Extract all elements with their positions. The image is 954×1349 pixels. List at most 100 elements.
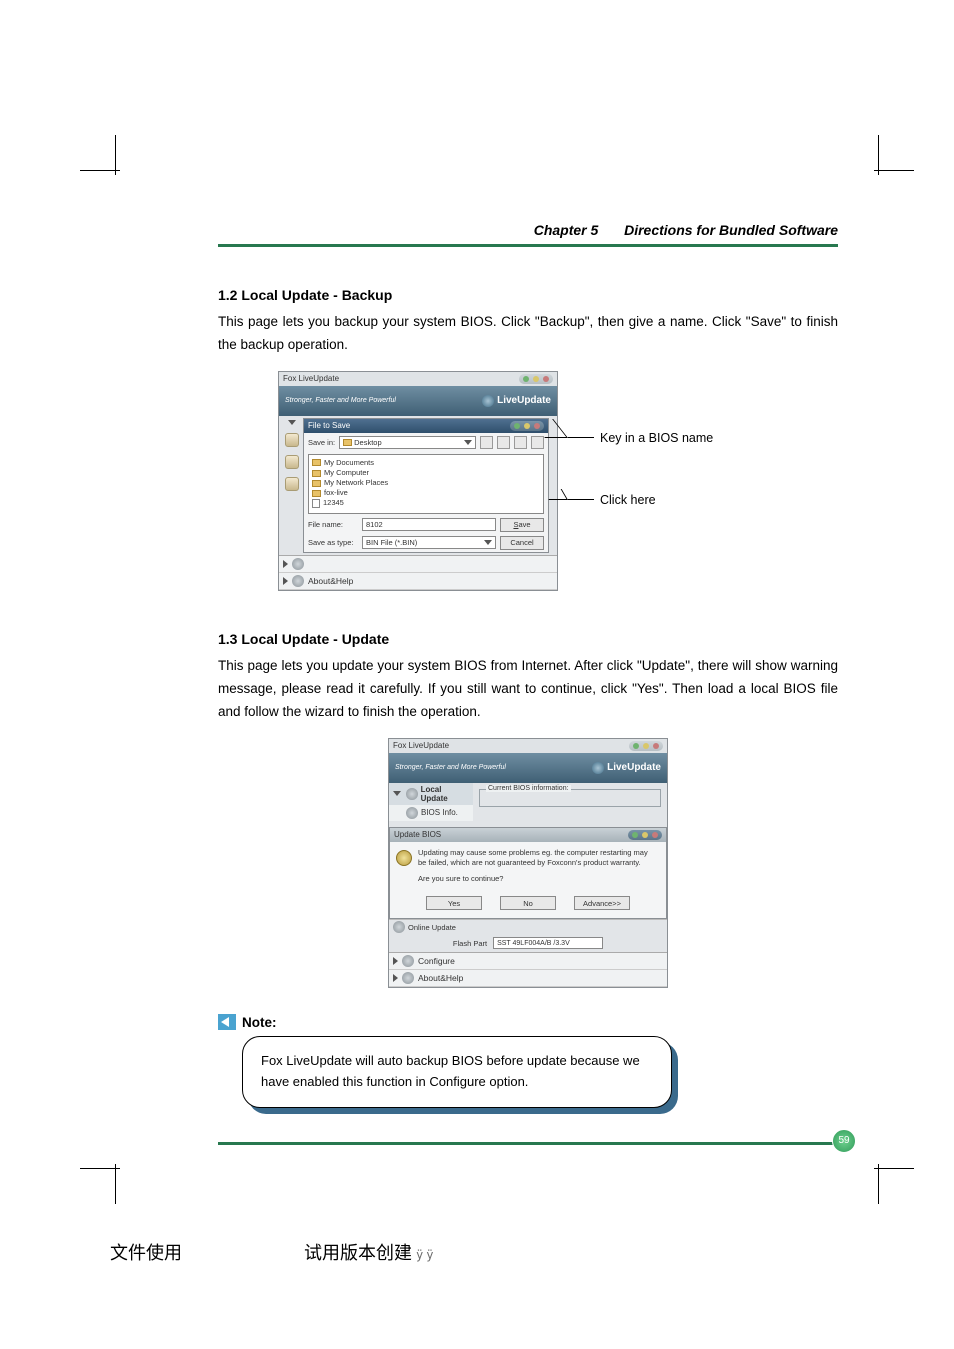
update-bios-dialog: Update BIOS Updating may cause some prob… bbox=[389, 827, 667, 919]
list-item-label: My Network Places bbox=[324, 478, 388, 488]
tab-item[interactable] bbox=[279, 556, 557, 573]
globe-icon bbox=[482, 395, 494, 407]
filetype-value: BIN File (*.BIN) bbox=[366, 538, 417, 547]
crop-mark bbox=[878, 1164, 879, 1204]
screenshot-backup: Fox LiveUpdate Stronger, Faster and More… bbox=[218, 371, 838, 591]
note-label: Note: bbox=[218, 1014, 838, 1030]
crop-mark bbox=[80, 170, 120, 171]
flash-value-field: SST 49LF004A/B /3.3V bbox=[493, 937, 603, 949]
window-title: Fox LiveUpdate bbox=[283, 374, 339, 383]
advance-button[interactable]: Advance>> bbox=[574, 896, 630, 910]
window-controls[interactable] bbox=[519, 374, 553, 384]
save-in-combo[interactable]: Desktop bbox=[339, 436, 476, 449]
crop-mark bbox=[878, 135, 879, 175]
list-item[interactable]: My Computer bbox=[312, 468, 540, 478]
sidebar-icon[interactable] bbox=[285, 477, 299, 491]
chevron-down-icon[interactable] bbox=[464, 440, 472, 445]
folder-icon bbox=[312, 459, 321, 466]
folder-icon bbox=[312, 480, 321, 487]
sidebar-label: Local Update bbox=[421, 785, 469, 803]
screenshot-update: Fox LiveUpdate Stronger, Faster and More… bbox=[218, 738, 838, 988]
dialog-controls[interactable] bbox=[628, 830, 662, 840]
window-title: Fox LiveUpdate bbox=[393, 741, 449, 750]
maximize-icon[interactable] bbox=[643, 743, 649, 749]
file-list[interactable]: My Documents My Computer My Network Plac… bbox=[308, 454, 544, 514]
close-icon[interactable] bbox=[543, 376, 549, 382]
crop-mark bbox=[874, 1168, 914, 1169]
sidebar-icons bbox=[283, 420, 301, 491]
globe-icon bbox=[592, 762, 604, 774]
dialog-toolbar: Save in: Desktop bbox=[304, 433, 548, 452]
maximize-icon[interactable] bbox=[533, 376, 539, 382]
list-item-label: My Documents bbox=[324, 458, 374, 468]
sidebar-item-online-update[interactable]: Online Update bbox=[389, 919, 667, 934]
list-item[interactable]: My Documents bbox=[312, 458, 540, 468]
crop-mark bbox=[115, 135, 116, 175]
newfolder-button[interactable] bbox=[514, 436, 527, 449]
sidebar-item-local-update[interactable]: Local Update bbox=[389, 783, 473, 805]
sidebar-icon[interactable] bbox=[285, 455, 299, 469]
filename-row: File name: 8102 Save bbox=[304, 516, 548, 534]
chevron-right-icon bbox=[393, 974, 398, 982]
save-in-label: Save in: bbox=[308, 438, 335, 447]
yes-button[interactable]: Yes bbox=[426, 896, 482, 910]
main-panel: Current BIOS information: bbox=[473, 783, 667, 821]
window-titlebar: Fox LiveUpdate bbox=[389, 739, 667, 753]
maximize-icon[interactable] bbox=[642, 832, 648, 838]
views-button[interactable] bbox=[531, 436, 544, 449]
list-item[interactable]: fox-live bbox=[312, 488, 540, 498]
page-number: 59 bbox=[832, 1129, 856, 1153]
filename-label: File name: bbox=[308, 520, 358, 529]
close-icon[interactable] bbox=[652, 832, 658, 838]
dialog-titlebar: File to Save bbox=[304, 419, 548, 433]
crop-mark bbox=[874, 170, 914, 171]
no-button[interactable]: No bbox=[500, 896, 556, 910]
globe-icon bbox=[393, 921, 405, 933]
save-button[interactable]: Save bbox=[500, 518, 544, 532]
folder-icon bbox=[343, 439, 352, 446]
sidebar-icon[interactable] bbox=[285, 433, 299, 447]
folder-icon bbox=[312, 490, 321, 497]
filetype-row: Save as type: BIN File (*.BIN) Cancel bbox=[304, 534, 548, 552]
close-icon[interactable] bbox=[653, 743, 659, 749]
help-icon bbox=[292, 575, 304, 587]
filename-input[interactable]: 8102 bbox=[362, 518, 496, 531]
note-label-text: Note: bbox=[242, 1015, 277, 1030]
window-controls[interactable] bbox=[629, 741, 663, 751]
filetype-combo[interactable]: BIN File (*.BIN) bbox=[362, 536, 496, 549]
maximize-icon[interactable] bbox=[524, 423, 530, 429]
minimize-icon[interactable] bbox=[523, 376, 529, 382]
note-block: Note: Fox LiveUpdate will auto backup BI… bbox=[218, 1014, 838, 1108]
crop-mark bbox=[80, 1168, 120, 1169]
banner-tagline: Stronger, Faster and More Powerful bbox=[285, 397, 396, 404]
up-button[interactable] bbox=[497, 436, 510, 449]
gear-icon bbox=[402, 955, 414, 967]
chevron-down-icon[interactable] bbox=[484, 540, 492, 545]
chapter-header: Chapter 5 Directions for Bundled Softwar… bbox=[218, 222, 838, 247]
bottom-tabs: About&Help bbox=[279, 555, 557, 590]
tab-label: About&Help bbox=[308, 576, 353, 586]
save-button-rest: ave bbox=[518, 520, 530, 529]
minimize-icon[interactable] bbox=[632, 832, 638, 838]
crop-mark bbox=[115, 1164, 116, 1204]
cancel-button[interactable]: Cancel bbox=[500, 536, 544, 550]
save-in-value: Desktop bbox=[354, 438, 382, 447]
callout: Key in a BIOS name bbox=[568, 431, 713, 445]
back-button[interactable] bbox=[480, 436, 493, 449]
callout-line bbox=[568, 499, 594, 500]
tab-about-help[interactable]: About&Help bbox=[279, 573, 557, 590]
minimize-icon[interactable] bbox=[633, 743, 639, 749]
callout-line bbox=[568, 437, 594, 438]
list-item[interactable]: 12345 bbox=[312, 498, 540, 508]
chevron-down-icon[interactable] bbox=[288, 420, 296, 425]
list-item[interactable]: My Network Places bbox=[312, 478, 540, 488]
minimize-icon[interactable] bbox=[514, 423, 520, 429]
note-text: Fox LiveUpdate will auto backup BIOS bef… bbox=[242, 1036, 672, 1108]
window-titlebar: Fox LiveUpdate bbox=[279, 372, 557, 386]
list-item-label: fox-live bbox=[324, 488, 348, 498]
tab-about-help[interactable]: About&Help bbox=[389, 970, 667, 987]
warning-text: Updating may cause some problems eg. the… bbox=[418, 848, 660, 858]
sidebar-item-bios-info[interactable]: BIOS Info. bbox=[389, 805, 473, 821]
tab-configure[interactable]: Configure bbox=[389, 953, 667, 970]
filetype-label: Save as type: bbox=[308, 538, 358, 547]
